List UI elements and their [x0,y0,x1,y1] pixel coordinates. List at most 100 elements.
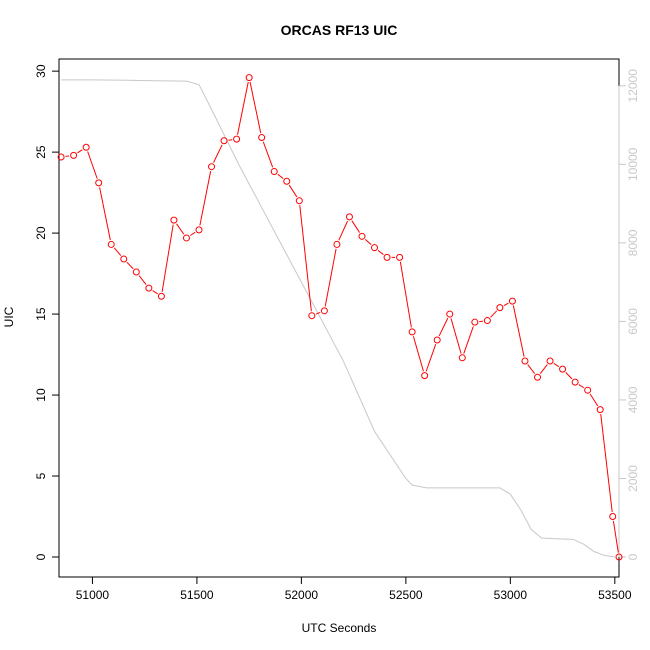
series-layer [57,74,623,561]
right-tick-label: 12000 [626,69,640,103]
uic-point [157,292,165,300]
uic-line-segment [324,248,337,307]
uic-point [458,354,466,362]
uic-point [208,163,216,171]
y-tick-label: 20 [34,226,48,240]
uic-point [182,234,190,242]
uic-point [70,151,78,159]
uic-line-segment [539,364,548,374]
uic-point [508,297,516,305]
uic-point [383,253,391,261]
uic-point [446,310,454,318]
uic-line-segment [438,317,449,337]
y-axis: 0 5 10 15 20 25 30 [34,64,60,560]
uic-point [496,304,504,312]
uic-line-segment [161,224,174,292]
uic-point [233,135,241,143]
uic-line-segment [138,275,147,285]
right-tick-label: 8000 [626,229,640,256]
x-tick-label: 51000 [76,588,110,602]
uic-line-segment [249,81,262,134]
uic-line-segment [527,364,536,374]
uic-series [57,74,623,561]
right-tick-label: 4000 [626,386,640,413]
uic-point [120,255,128,263]
uic-point [546,357,554,365]
right-axis: 0 2000 4000 6000 8000 10000 12000 [618,69,640,560]
uic-point [559,365,567,373]
uic-point [195,226,203,234]
uic-line-segment [315,311,321,315]
uic-point [82,143,90,151]
uic-point [421,372,429,380]
right-tick-label: 10000 [626,147,640,181]
uic-line-segment [176,223,185,235]
uic-point [107,240,115,248]
uic-line-segment [565,372,573,380]
y-tick-label: 10 [34,388,48,402]
uic-point [534,373,542,381]
uic-point [396,253,404,261]
uic-point [596,406,604,414]
uic-point [471,318,479,326]
uic-point [283,177,291,185]
uic-line-segment [412,336,424,372]
y-axis-label: UIC [2,306,16,327]
y-tick-label: 15 [34,307,48,321]
uic-point [345,213,353,221]
uic-line-segment [503,302,509,306]
chart-title: ORCAS RF13 UIC [281,22,398,38]
uic-point [358,232,366,240]
uic-line-segment [351,220,360,233]
uic-point [57,153,65,161]
y-tick-label: 25 [34,145,48,159]
uic-line-segment [338,220,349,241]
uic-point [95,179,103,187]
x-tick-label: 53500 [598,588,632,602]
right-tick-label: 0 [626,553,640,560]
uic-line-segment [77,149,83,154]
uic-point [609,513,617,521]
uic-point [584,386,592,394]
uic-line-segment [425,344,437,372]
x-tick-label: 53000 [494,588,528,602]
uic-point [320,307,328,315]
uic-line-segment [364,238,372,246]
uic-point [521,357,529,365]
uic-line-segment [189,231,196,236]
uic-point [170,216,178,224]
x-tick-label: 52000 [285,588,319,602]
x-tick-label: 52500 [389,588,423,602]
uic-point [270,168,278,176]
uic-line-segment [152,290,158,295]
uic-line-segment [578,384,585,389]
right-tick-label: 6000 [626,308,640,335]
uic-line-segment [399,261,412,328]
uic-line-segment [512,305,525,357]
uic-point [408,328,416,336]
uic-line-segment [126,261,134,270]
uic-point [571,378,579,386]
right-tick-label: 2000 [626,465,640,492]
uic-line-segment [553,363,560,368]
uic-point [220,137,228,145]
uic-line-segment [199,171,212,226]
uic-point [132,268,140,276]
plot-frame [58,58,620,578]
y-tick-label: 30 [34,64,48,78]
uic-line-segment [237,81,249,135]
uic-line-segment [463,326,474,354]
uic-point [615,553,623,561]
x-tick-label: 51500 [180,588,214,602]
uic-line-segment [213,144,223,163]
uic-point [245,74,253,82]
uic-line-segment [99,187,111,241]
y-tick-label: 0 [34,553,48,560]
uic-line-segment [299,205,312,312]
uic-line-segment [262,141,274,168]
uic-point [295,197,303,205]
y-tick-label: 5 [34,472,48,479]
gray-series-line [61,79,615,558]
uic-point [433,336,441,344]
